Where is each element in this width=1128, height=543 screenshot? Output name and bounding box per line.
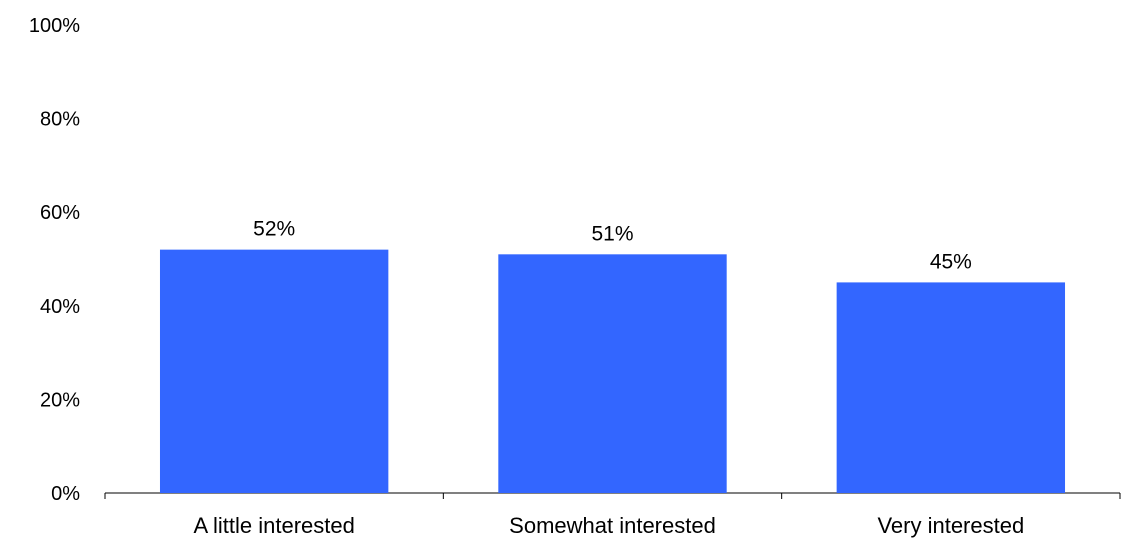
data-label: 52% [253,218,295,241]
y-tick-label: 100% [29,15,80,37]
y-tick-label: 80% [40,109,80,131]
y-tick-label: 20% [40,389,80,411]
category-label: A little interested [193,513,354,538]
bar-series [159,249,1066,493]
bar [159,249,389,493]
data-label: 51% [591,222,633,245]
x-axis [104,492,1121,499]
category-label: Somewhat interested [509,513,716,538]
data-labels: 52% 51% 45% [253,218,972,274]
x-axis-category-labels: A little interested Somewhat interested Ve… [193,513,1024,538]
y-tick-label: 40% [40,296,80,318]
bar [836,282,1066,493]
category-label: Very interested [877,513,1024,538]
y-tick-label: 60% [40,202,80,224]
data-label: 45% [930,250,972,273]
y-axis-tick-labels: 0% 20% 40% 60% 80% 100% [29,15,80,505]
y-tick-label: 0% [51,483,80,505]
bar [498,254,727,493]
